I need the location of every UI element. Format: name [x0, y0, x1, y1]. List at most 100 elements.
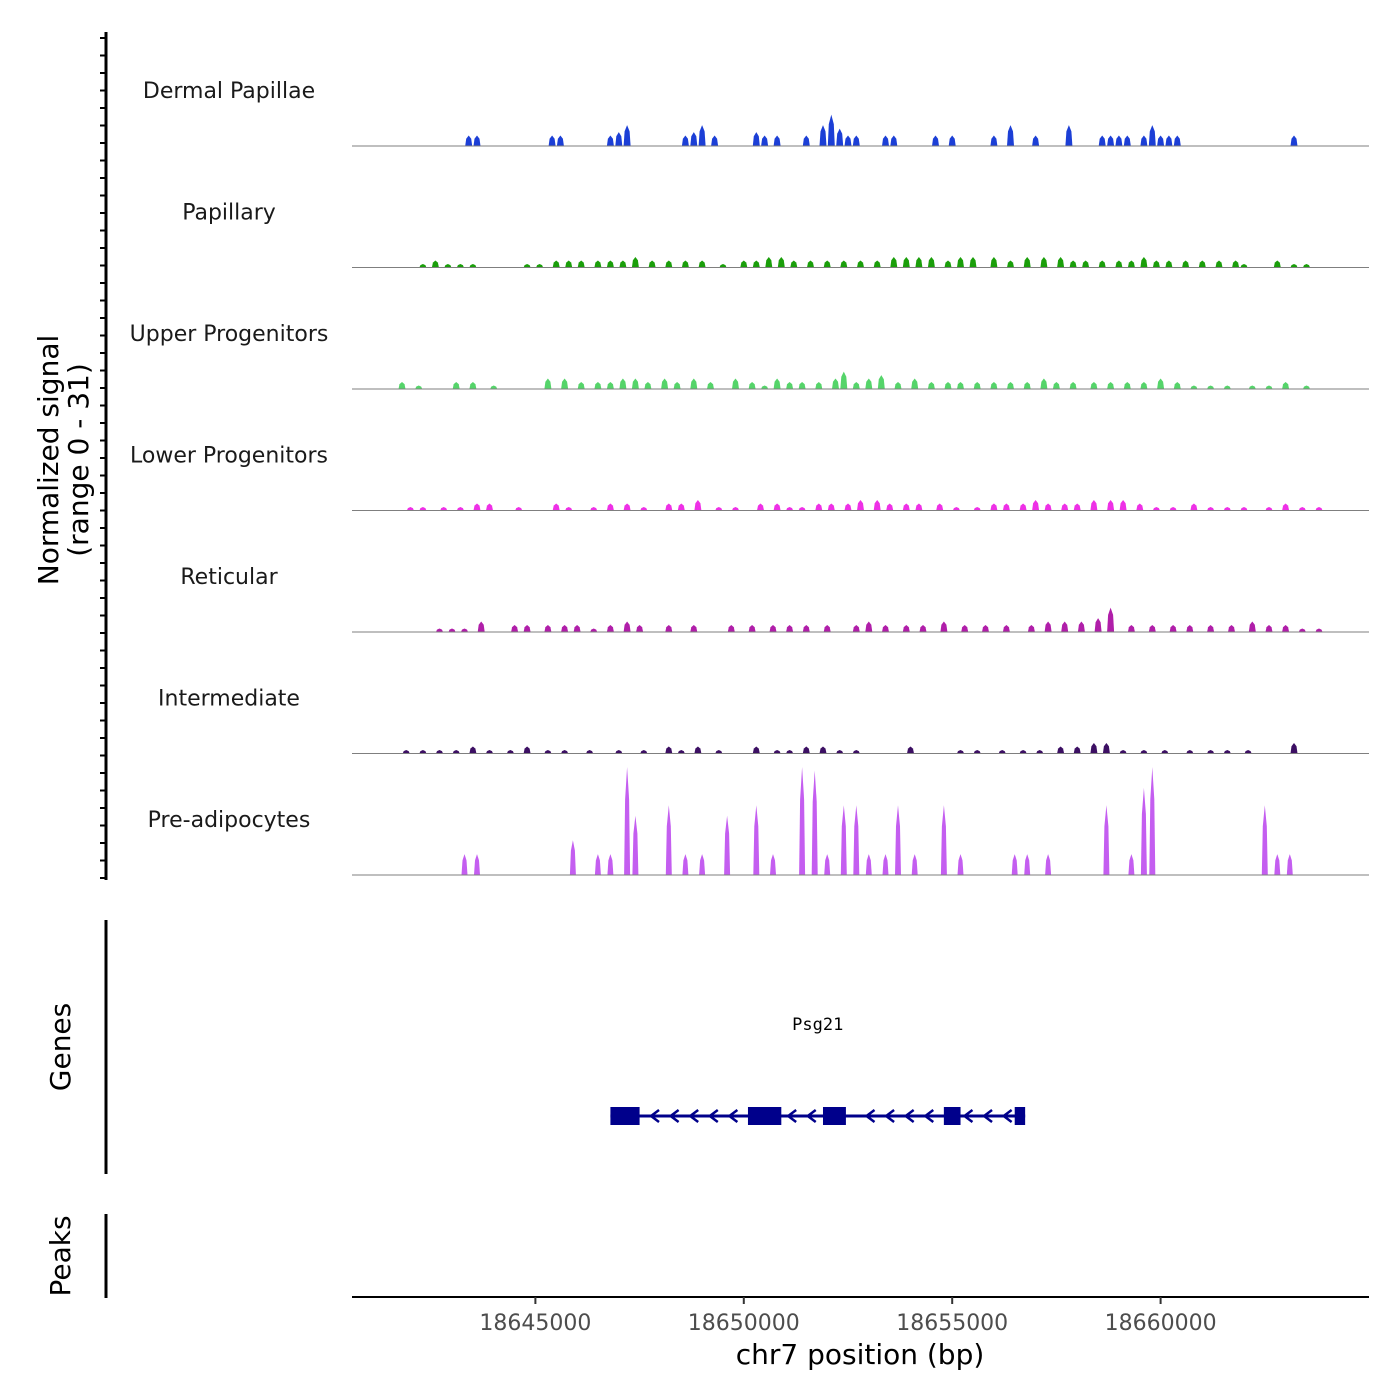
signal-peak — [998, 750, 1006, 754]
signal-peak — [1082, 260, 1090, 268]
signal-peak — [636, 625, 644, 632]
signal-peak — [1186, 625, 1194, 632]
signal-peak — [927, 257, 935, 268]
signal-peak — [927, 382, 935, 389]
signal-peak — [419, 750, 427, 754]
signal-peak — [1315, 507, 1323, 511]
signal-peak — [1073, 503, 1081, 511]
signal-peak — [1061, 503, 1069, 511]
signal-peak — [1240, 264, 1248, 268]
signal-peak — [902, 625, 910, 632]
signal-peak — [1223, 750, 1231, 754]
signal-peak — [802, 135, 810, 146]
signal-peak — [694, 500, 702, 511]
signal-peak — [1286, 854, 1293, 875]
signal-peak — [890, 257, 898, 268]
signal-peak — [973, 750, 981, 754]
signal-peak — [606, 135, 614, 146]
signal-peak — [936, 503, 944, 511]
signal-peak — [515, 507, 523, 511]
signal-peak — [1032, 135, 1040, 146]
signal-peak — [1303, 264, 1310, 268]
signal-peak — [1032, 500, 1040, 511]
signal-peak — [752, 132, 760, 146]
track-label-3: Lower Progenitors — [130, 444, 328, 469]
signal-peak — [1173, 382, 1181, 389]
signal-peak — [690, 132, 698, 146]
signal-peak — [819, 125, 827, 146]
signal-peak — [773, 750, 781, 754]
signal-peak — [1186, 750, 1194, 754]
signal-peak — [1215, 260, 1223, 268]
signal-peak — [844, 135, 852, 146]
signal-peak — [631, 257, 639, 268]
signal-peak — [852, 750, 860, 754]
gene-label: Psg21 — [792, 1015, 843, 1035]
signal-peak — [865, 378, 873, 389]
signal-peak — [619, 260, 627, 268]
gene-exon — [822, 1107, 846, 1125]
signal-peak — [406, 507, 414, 511]
signal-peak — [536, 264, 544, 268]
signal-peak — [969, 257, 977, 268]
signal-peak — [1248, 621, 1256, 632]
signal-peak — [1282, 382, 1290, 389]
x-axis-title: chr7 position (bp) — [736, 1338, 985, 1371]
signal-peak — [511, 625, 519, 632]
strand-arrow — [923, 1109, 935, 1123]
signal-peak — [957, 257, 964, 268]
signal-peak — [773, 378, 781, 389]
signal-peak — [506, 750, 514, 754]
y-axis-title-line1: Normalized signal — [32, 335, 65, 586]
signal-peak — [1098, 135, 1106, 146]
signal-peak — [1123, 382, 1131, 389]
signal-peak — [948, 135, 956, 146]
signal-peak — [915, 503, 923, 511]
signal-peak — [465, 135, 473, 146]
signal-peak — [990, 382, 998, 389]
signal-peak — [665, 805, 672, 875]
signal-peak — [873, 260, 881, 268]
signal-peak — [665, 503, 673, 511]
signal-peak — [619, 378, 627, 389]
signal-peak — [606, 260, 614, 268]
signal-peak — [799, 767, 806, 875]
signal-peak — [952, 507, 960, 511]
signal-peak — [1127, 260, 1135, 268]
signal-peak — [907, 746, 914, 754]
signal-peak — [819, 746, 827, 754]
signal-peak — [807, 260, 814, 268]
signal-peak — [1103, 805, 1110, 875]
signal-peak — [711, 135, 719, 146]
track-6: Pre-adipocytes — [148, 767, 1369, 876]
signal-peak — [644, 382, 652, 389]
signal-peak — [474, 854, 480, 875]
signal-peak — [877, 375, 885, 389]
signal-peak — [456, 264, 464, 268]
track-label-4: Reticular — [180, 565, 278, 590]
signal-peak — [456, 507, 464, 511]
signal-peak — [398, 382, 406, 389]
signal-peak — [1044, 503, 1052, 511]
strand-arrow — [688, 1109, 699, 1123]
strand-arrow — [864, 1109, 876, 1123]
signal-peak — [1052, 382, 1060, 389]
signal-peak — [1098, 260, 1106, 268]
signal-peak — [1027, 625, 1035, 632]
signal-peak — [461, 628, 468, 632]
signal-peak — [577, 260, 585, 268]
signal-peak — [586, 750, 594, 754]
signal-peak — [1261, 805, 1268, 875]
signal-peak — [944, 382, 952, 389]
signal-peak — [431, 260, 439, 268]
signal-peak — [1107, 500, 1115, 511]
signal-peak — [1107, 607, 1115, 632]
peaks-track-title: Peaks — [44, 1215, 77, 1296]
signal-peak — [690, 378, 698, 389]
signal-peak — [469, 264, 477, 268]
signal-peak — [544, 625, 552, 632]
signal-peak — [648, 260, 656, 268]
signal-peak — [1045, 854, 1052, 875]
signal-peak — [1265, 507, 1273, 511]
